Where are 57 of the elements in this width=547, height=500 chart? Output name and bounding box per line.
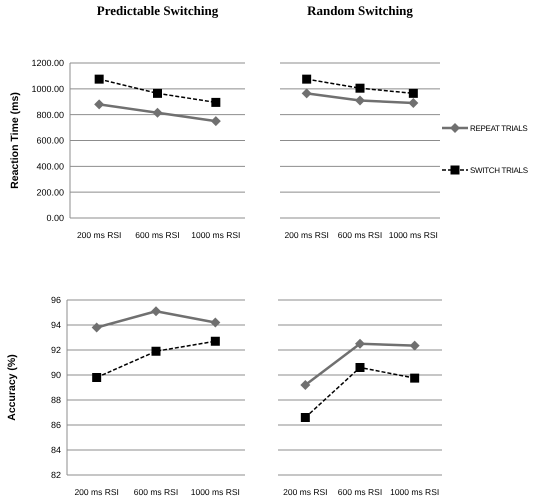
y-tick-label: 96 [50,295,61,306]
y-tick-label: 86 [50,420,61,430]
y-tick-label: 0.00 [46,213,64,224]
point [302,74,312,84]
y-tick-label: 200.00 [36,187,64,198]
point [408,88,418,98]
point [151,306,161,316]
point [355,338,365,349]
point [355,95,365,106]
x-tick-label: 200 ms RSI [284,230,329,240]
point [152,108,162,118]
point [94,99,104,110]
point [153,88,162,98]
point [210,336,220,346]
point [300,380,310,390]
point [92,322,102,332]
y-tick-label: 1200.00 [31,58,64,68]
y-tick-label: 800.00 [36,110,64,120]
point [210,318,220,328]
x-tick-label: 1000 ms RSI [191,230,240,240]
y-tick-label: 90 [50,370,61,380]
y-tick-label: 1000.00 [31,84,64,94]
y-axis-title: Reaction Time (ms) [9,92,21,189]
x-tick-label: 200 ms RSI [283,487,328,497]
y-tick-label: 94 [50,320,61,330]
x-tick-label: 1000 ms RSI [190,487,240,497]
point [302,88,312,98]
point [211,98,220,107]
x-tick-label: 200 ms RSI [74,487,119,497]
chart-title: Predictable Switching [96,3,219,18]
y-tick-label: 88 [50,395,61,406]
x-tick-label: 1000 ms RSI [388,230,438,240]
point [152,346,160,356]
x-tick-label: 1000 ms RSI [390,487,440,497]
x-tick-label: 600 ms RSI [338,487,382,497]
legend-label: SWITCH TRIALS [470,166,528,175]
point [410,340,420,351]
point [300,413,310,422]
y-tick-label: 92 [50,345,61,356]
legend-label: REPEAT TRIALS [470,124,528,133]
x-tick-label: 600 ms RSI [135,230,180,240]
point [92,373,102,382]
x-tick-label: 200 ms RSI [76,230,122,240]
point [408,98,418,108]
y-tick-label: 600.00 [36,136,64,146]
x-tick-label: 600 ms RSI [134,487,178,497]
point [94,74,104,84]
x-tick-label: 600 ms RSI [338,230,382,240]
point [356,363,364,372]
chart-title: Random Switching [307,3,414,18]
point [356,84,364,93]
y-tick-label: 82 [50,470,61,480]
point [410,374,420,383]
y-tick-label: 84 [50,445,61,456]
y-axis-title: Accuracy (%) [6,354,18,421]
point [210,116,221,126]
y-tick-label: 400.00 [36,161,64,172]
